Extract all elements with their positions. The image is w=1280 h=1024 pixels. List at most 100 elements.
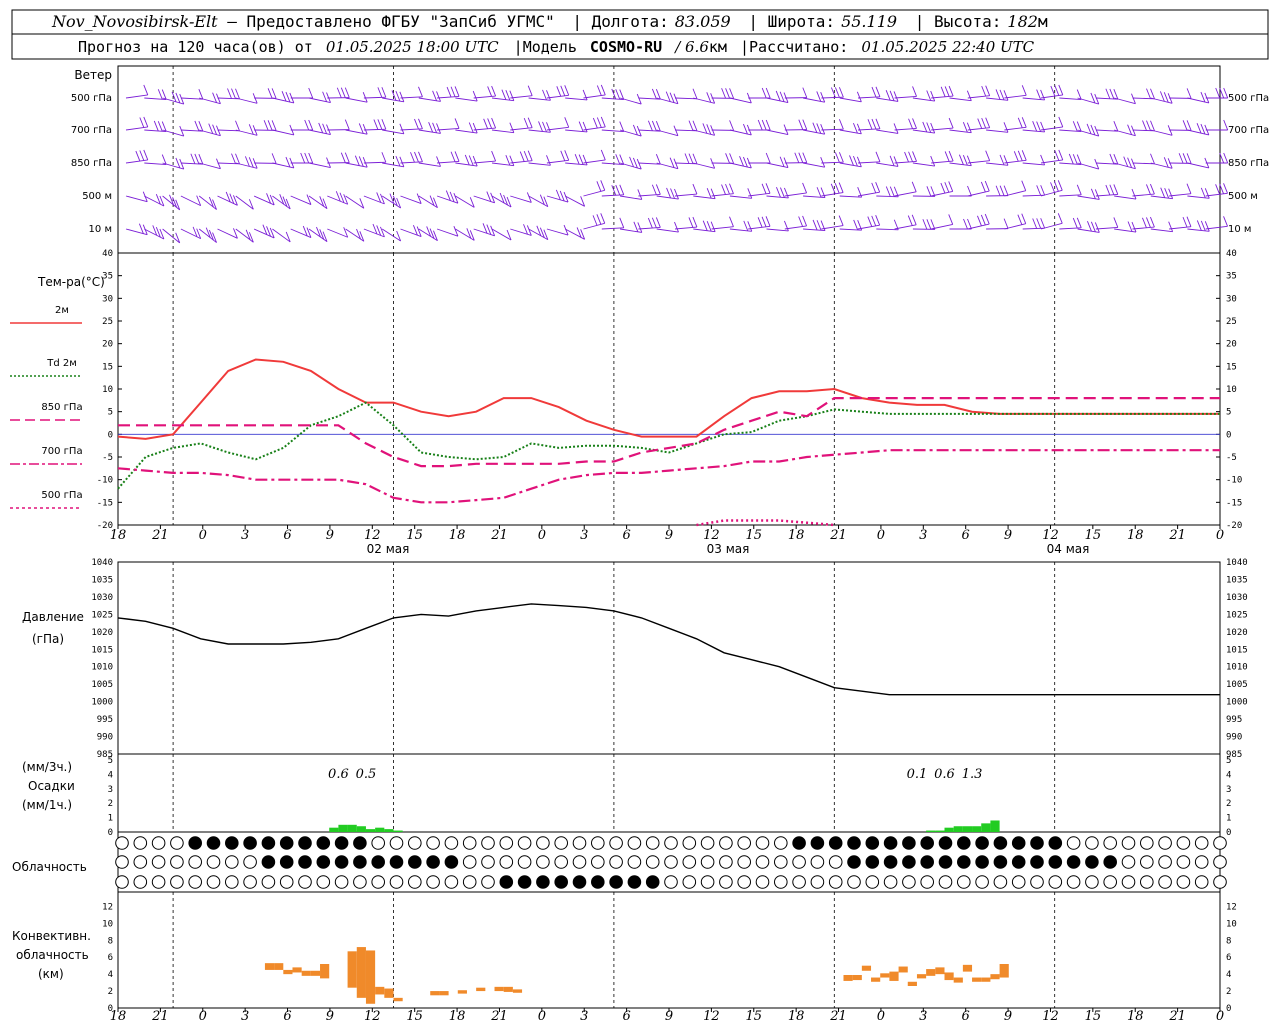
wind-barb-flag bbox=[1032, 121, 1038, 132]
wind-barb bbox=[1150, 97, 1173, 104]
series-line-850-гПа bbox=[118, 397, 1220, 468]
conv-y-tick-right: 12 bbox=[1226, 902, 1237, 912]
precip-y-tick: 3 bbox=[108, 785, 113, 795]
conv-y-tick: 8 bbox=[108, 936, 113, 946]
wind-barb-flag bbox=[235, 120, 240, 131]
wind-barb-flag bbox=[1109, 184, 1115, 195]
wind-barb bbox=[1095, 194, 1118, 197]
conv-bar bbox=[457, 990, 467, 994]
wind-barb-flag bbox=[396, 230, 402, 242]
wind-barb bbox=[1114, 162, 1136, 170]
wind-barb-flag bbox=[1094, 93, 1100, 105]
pressure-y-tick-right: 1035 bbox=[1226, 575, 1248, 585]
wind-barb-flag bbox=[487, 86, 493, 97]
wind-barb-flag bbox=[1131, 158, 1136, 169]
wind-barb-flag bbox=[380, 193, 385, 205]
wind-barb-flag bbox=[611, 185, 617, 196]
conv-bar bbox=[852, 975, 862, 981]
wind-barb-flag bbox=[1186, 216, 1192, 227]
wind-barb-flag bbox=[469, 230, 475, 241]
wind-barb bbox=[180, 97, 203, 100]
wind-barb-flag bbox=[464, 154, 470, 166]
cloud-symbol bbox=[353, 836, 367, 850]
wind-barb-flag bbox=[262, 224, 268, 235]
x-tick-label: 9 bbox=[326, 1009, 334, 1024]
cloud-symbol bbox=[664, 875, 678, 889]
cloud-symbol bbox=[993, 836, 1008, 850]
wind-barb-flag bbox=[543, 196, 549, 207]
wind-barb-flag bbox=[1072, 121, 1078, 132]
wind-barb-flag bbox=[322, 123, 328, 134]
conv-bar bbox=[365, 950, 376, 1004]
cloud-symbol bbox=[938, 855, 953, 869]
wind-barb-flag bbox=[1017, 117, 1023, 128]
wind-barb bbox=[308, 195, 328, 209]
wind-barb-flag bbox=[794, 152, 800, 163]
wind-barb-flag bbox=[304, 119, 310, 131]
pressure-y-tick: 1005 bbox=[91, 680, 113, 690]
precip-bar bbox=[347, 824, 357, 832]
wind-barb-flag bbox=[509, 155, 515, 166]
pressure-y-tick: 1030 bbox=[91, 593, 113, 603]
wind-barb-flag bbox=[194, 153, 200, 165]
wind-barb-flag bbox=[963, 218, 968, 230]
wind-barb-flag bbox=[1050, 85, 1056, 97]
cloud-symbol bbox=[115, 836, 129, 850]
wind-barb-flag bbox=[212, 232, 217, 243]
wind-barb-flag bbox=[1032, 218, 1038, 229]
wind-barb-flag bbox=[984, 180, 990, 192]
wind-barb-flag bbox=[198, 153, 204, 165]
cloud-symbol bbox=[1048, 836, 1063, 850]
wind-barb-flag bbox=[564, 150, 570, 161]
wind-barb bbox=[949, 97, 972, 102]
wind-barb-flag bbox=[244, 156, 250, 167]
wind-barb bbox=[857, 191, 880, 197]
wind-barb-flag bbox=[414, 118, 419, 130]
wind-barb bbox=[400, 228, 422, 237]
wind-barb-flag bbox=[546, 122, 551, 133]
provider-text: – Предоставлено ФГБУ "ЗапСиб УГМС" bbox=[218, 12, 555, 31]
wind-barb bbox=[821, 96, 844, 99]
temp-y-tick: -15 bbox=[97, 498, 113, 508]
wind-barb-flag bbox=[729, 216, 734, 227]
wind-barb bbox=[418, 129, 441, 134]
wind-barb bbox=[180, 228, 201, 240]
wind-barb bbox=[162, 129, 184, 137]
x-tick-label: 21 bbox=[151, 528, 169, 543]
axis-text: 1818212100336699121215151818212100336699… bbox=[71, 93, 1269, 1024]
wind-barb bbox=[839, 162, 862, 168]
x-tick-label: 18 bbox=[449, 1009, 466, 1024]
wind-barb bbox=[235, 162, 258, 169]
precip-bar bbox=[338, 824, 348, 832]
wind-barb bbox=[546, 159, 569, 164]
wind-barb-flag bbox=[266, 193, 271, 204]
x-tick-label: 15 bbox=[745, 528, 762, 543]
wind-barb-flag bbox=[1040, 121, 1046, 133]
x-tick-label: 6 bbox=[622, 1009, 630, 1024]
wind-barb-flag bbox=[454, 151, 460, 162]
wind-barb bbox=[857, 96, 880, 99]
wind-barb bbox=[217, 162, 240, 165]
lon-label: Долгота: bbox=[592, 12, 669, 31]
wind-barb-flag bbox=[225, 191, 231, 203]
series-line-700-гПа bbox=[117, 449, 1220, 504]
cloud-symbol bbox=[645, 836, 660, 850]
cloud-symbol bbox=[938, 836, 953, 850]
lat-label: Широта: bbox=[768, 12, 835, 31]
wind-barb-flag bbox=[912, 151, 917, 162]
wind-barb-flag bbox=[135, 150, 141, 162]
wind-barb-flag bbox=[505, 155, 511, 166]
cloud-symbol bbox=[828, 855, 843, 869]
cloud-symbol bbox=[700, 855, 715, 869]
wind-barb bbox=[1132, 97, 1155, 100]
wind-barb-flag bbox=[208, 229, 214, 241]
wind-barb bbox=[766, 97, 789, 104]
cloud-symbol bbox=[261, 855, 276, 869]
wind-barb-flag bbox=[1178, 153, 1184, 164]
wind-barb-flag bbox=[205, 227, 211, 238]
wind-barb bbox=[748, 225, 771, 230]
cloud-symbol bbox=[609, 875, 623, 889]
wind-barb-flag bbox=[527, 150, 533, 161]
conv-bar bbox=[907, 981, 917, 986]
conv-bar bbox=[880, 973, 890, 978]
